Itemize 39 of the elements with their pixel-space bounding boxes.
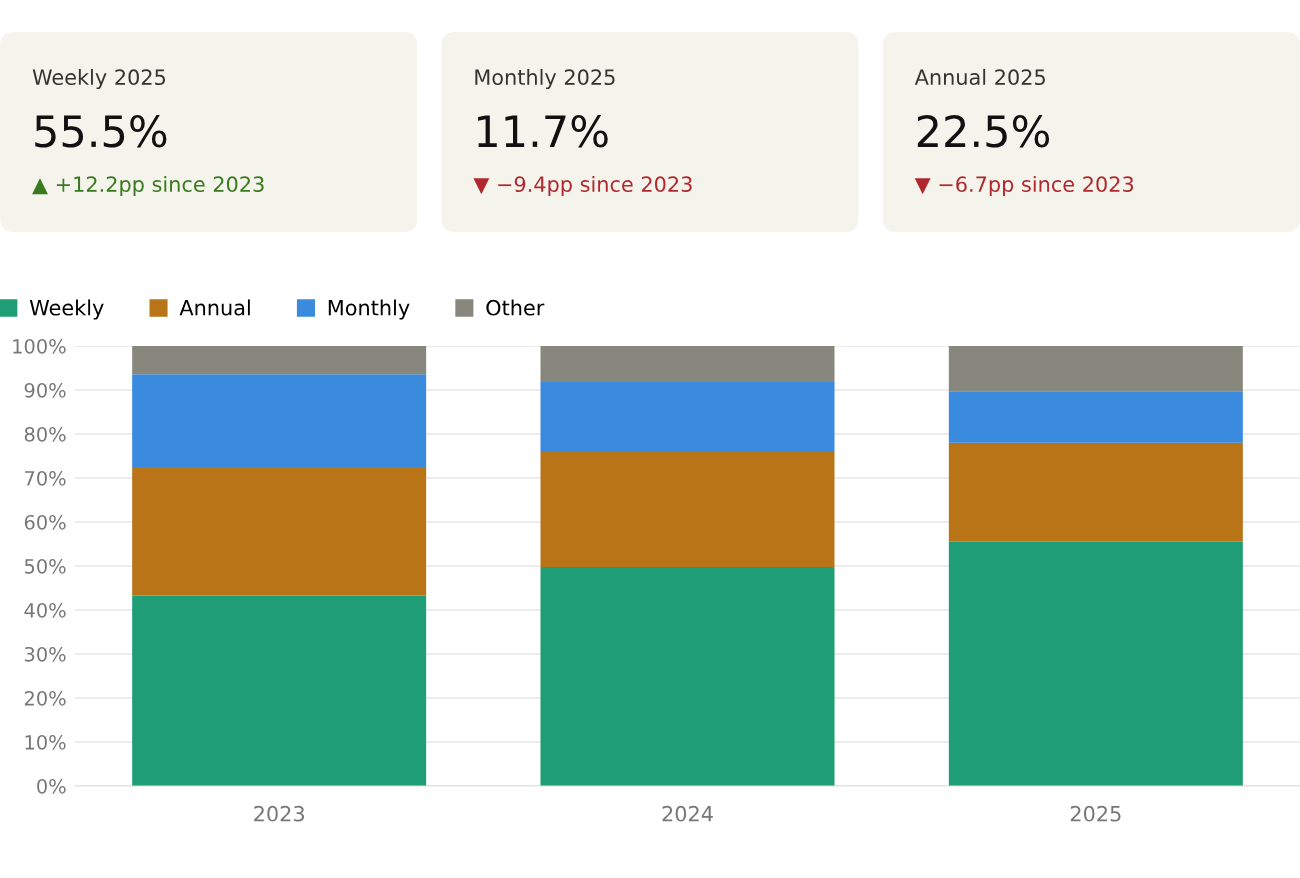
y-tick-label: 40%: [24, 602, 66, 618]
legend-label: Annual: [179, 299, 250, 316]
text: 22.5%: [917, 114, 1050, 148]
x-tick-label: 2024: [662, 805, 713, 822]
x-tick-label: 2025: [1070, 805, 1121, 822]
legend-label: Weekly: [29, 299, 104, 320]
y-tick-label: 20%: [24, 690, 66, 706]
y-tick-label: 50%: [24, 558, 66, 574]
bar: [540, 346, 835, 383]
bar: [132, 595, 427, 786]
y-tick-label: 30%: [24, 646, 66, 662]
text: 55.5%: [35, 114, 167, 148]
y-tick-label: 100%: [13, 338, 66, 354]
text: Annual 2025: [914, 68, 1045, 86]
bar: [948, 346, 1243, 392]
bar: [948, 541, 1243, 786]
bar: [948, 442, 1243, 542]
bar: [540, 566, 835, 786]
text: Weekly 2025: [32, 68, 166, 90]
legend-label: Other: [486, 299, 545, 316]
text: ▲ +12.2pp since 2023: [32, 175, 264, 197]
x-tick-label: 2023: [254, 805, 305, 822]
text: 11.7%: [478, 114, 608, 148]
y-tick-label: 10%: [25, 734, 66, 750]
y-tick-label: 70%: [25, 470, 66, 486]
bar: [540, 452, 835, 567]
bar: [132, 374, 427, 467]
bar: [540, 382, 835, 453]
y-tick-label: 60%: [24, 514, 66, 530]
bar: [948, 391, 1243, 443]
text: ▼ −9.4pp since 2023: [473, 175, 692, 197]
bar: [132, 467, 427, 596]
y-tick-label: 0%: [37, 778, 66, 794]
text: Monthly 2025: [475, 68, 615, 90]
y-tick-label: 90%: [24, 382, 66, 398]
text: ▼ −6.7pp since 2023: [914, 175, 1134, 197]
y-tick-label: 80%: [24, 426, 66, 442]
legend-label: Monthly: [328, 299, 410, 320]
bar: [132, 346, 427, 375]
